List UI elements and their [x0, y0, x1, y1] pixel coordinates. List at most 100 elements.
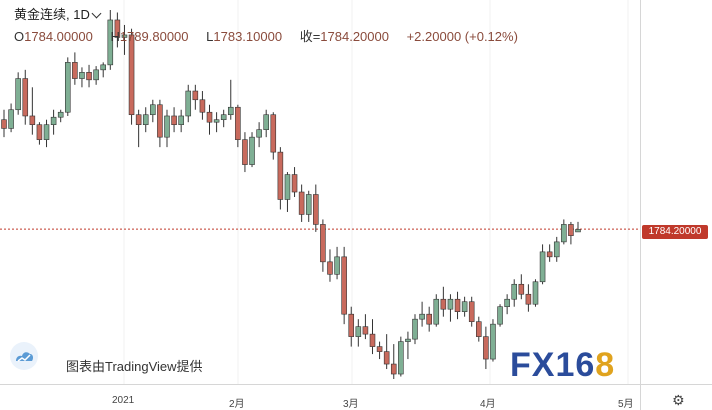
candle[interactable] [128, 28, 135, 125]
tradingview-logo-icon[interactable] [10, 342, 38, 370]
candle-body [327, 261, 333, 275]
candle[interactable] [107, 10, 114, 70]
candle[interactable] [199, 91, 206, 120]
candle[interactable] [518, 274, 525, 300]
candle[interactable] [100, 62, 106, 78]
candle[interactable] [369, 319, 376, 355]
candle[interactable] [419, 301, 425, 327]
candle[interactable] [114, 12, 121, 48]
candle[interactable] [320, 219, 326, 272]
candle[interactable] [57, 109, 64, 123]
gear-icon[interactable]: ⚙ [672, 392, 685, 408]
candle-body [476, 321, 482, 337]
candle[interactable] [298, 184, 305, 222]
candle[interactable] [43, 119, 50, 148]
candle-body [135, 114, 142, 125]
candle[interactable] [171, 107, 177, 133]
candle[interactable] [72, 52, 78, 85]
candle[interactable] [341, 246, 347, 325]
candle[interactable] [178, 109, 184, 133]
candle[interactable] [546, 244, 553, 262]
candle-body [490, 323, 496, 360]
candle-body [57, 111, 64, 118]
candle[interactable] [348, 306, 355, 347]
candle[interactable] [8, 103, 14, 133]
candle[interactable] [242, 132, 248, 173]
candle[interactable] [454, 291, 461, 320]
candle[interactable] [476, 316, 482, 342]
symbol-selector[interactable]: 黄金连续, 1D [14, 6, 532, 24]
candle[interactable] [568, 221, 574, 245]
candle[interactable] [50, 109, 57, 135]
candle[interactable] [376, 341, 383, 360]
candle[interactable] [553, 236, 560, 262]
candle[interactable] [185, 84, 192, 123]
candle[interactable] [575, 221, 581, 233]
candle[interactable] [327, 249, 333, 282]
candle[interactable] [433, 294, 440, 327]
candle[interactable] [263, 109, 269, 138]
candle[interactable] [270, 112, 277, 160]
candle[interactable] [135, 109, 142, 148]
candle[interactable] [29, 87, 36, 135]
candle[interactable] [390, 344, 397, 380]
candle[interactable] [227, 79, 234, 120]
candle[interactable] [405, 331, 411, 360]
candle[interactable] [313, 184, 319, 232]
candle[interactable] [497, 304, 503, 327]
price-axis-line [640, 0, 641, 410]
candle[interactable] [525, 284, 532, 312]
candle[interactable] [447, 294, 454, 322]
candle[interactable] [142, 107, 149, 133]
candle[interactable] [220, 109, 227, 128]
candle[interactable] [511, 279, 518, 307]
candle[interactable] [355, 319, 362, 347]
candle[interactable] [157, 99, 163, 148]
candle[interactable] [36, 122, 43, 145]
candle[interactable] [440, 286, 447, 317]
candle[interactable] [468, 296, 475, 327]
candle[interactable] [383, 334, 390, 370]
candle[interactable] [150, 99, 156, 123]
candle[interactable] [490, 319, 496, 362]
candle[interactable] [561, 219, 567, 245]
candle[interactable] [483, 326, 489, 370]
candle[interactable] [412, 314, 418, 345]
candle[interactable] [235, 104, 241, 148]
candle[interactable] [249, 132, 255, 168]
candle[interactable] [539, 244, 546, 285]
candle-body [291, 174, 298, 193]
candle[interactable] [213, 112, 220, 133]
candle[interactable] [256, 122, 262, 148]
candle[interactable] [206, 104, 213, 135]
candle[interactable] [79, 67, 85, 88]
candle-body [72, 62, 78, 79]
candle[interactable] [504, 294, 510, 315]
candle[interactable] [22, 69, 29, 125]
chevron-down-icon[interactable] [91, 8, 102, 18]
candle[interactable] [64, 57, 71, 116]
candle[interactable] [461, 296, 468, 317]
candle[interactable] [284, 172, 291, 212]
candle[interactable] [426, 306, 432, 332]
candle[interactable] [398, 336, 404, 377]
candle[interactable] [1, 109, 7, 138]
candle-body [369, 333, 376, 347]
candle[interactable] [362, 314, 369, 340]
candle[interactable] [121, 24, 128, 55]
candle[interactable] [192, 84, 199, 110]
candle[interactable] [334, 246, 340, 280]
candle[interactable] [305, 190, 312, 222]
candle-body [518, 283, 525, 295]
candle[interactable] [277, 147, 284, 210]
candle[interactable] [532, 279, 539, 307]
candle-body [43, 124, 50, 140]
candle-body [15, 78, 21, 111]
candle[interactable] [164, 109, 170, 148]
candle[interactable] [291, 167, 298, 197]
candle[interactable] [86, 64, 92, 88]
candle[interactable] [93, 66, 99, 85]
candle[interactable] [15, 72, 21, 115]
